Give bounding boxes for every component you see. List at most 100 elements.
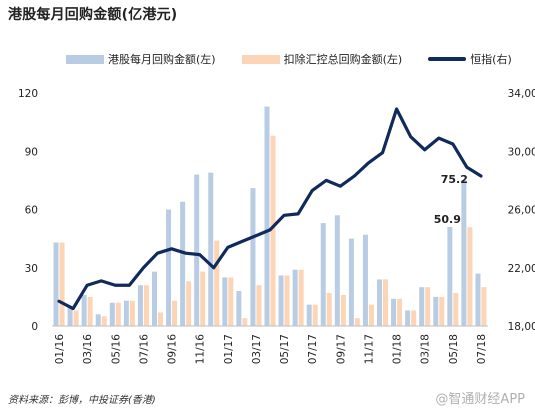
bar-ex-hsbc [59, 242, 65, 326]
chart-title: 港股每月回购金额(亿港元) [8, 7, 178, 23]
bar-ex-hsbc [157, 312, 163, 326]
x-tick-label: 09/17 [335, 334, 347, 364]
bar-ex-hsbc [200, 271, 206, 326]
x-tick-label: 03/16 [82, 334, 94, 365]
legend-label-line: 恒指(右) [470, 53, 512, 66]
x-tick-label: 03/17 [251, 334, 263, 364]
x-tick-label: 07/17 [307, 334, 319, 364]
annotation-layer: 75.2 50.9 [434, 173, 468, 226]
y-left-tick-label: 0 [31, 321, 38, 333]
bar-total [362, 234, 368, 326]
x-tick-label: 01/18 [392, 334, 404, 364]
bar-layer [53, 106, 487, 327]
x-tick-label: 03/18 [420, 334, 432, 364]
bar-total [447, 226, 453, 326]
legend-swatch-total [66, 54, 104, 64]
bar-ex-hsbc [467, 227, 473, 326]
bar-ex-hsbc [129, 300, 135, 326]
bar-ex-hsbc [340, 294, 346, 326]
bar-total [264, 106, 270, 326]
x-tick-label: 11/16 [195, 334, 207, 365]
bar-ex-hsbc [411, 310, 417, 326]
y-left-tick-label: 60 [25, 205, 38, 217]
x-tick-label: 05/17 [279, 334, 291, 364]
bar-ex-hsbc [425, 287, 431, 326]
bar-total [222, 277, 228, 326]
line-hsi [57, 107, 483, 311]
x-tick-label: 05/18 [448, 334, 460, 364]
bar-ex-hsbc [453, 292, 459, 326]
bar-ex-hsbc [481, 287, 487, 326]
bar-ex-hsbc [256, 285, 262, 326]
bar-total [166, 209, 172, 326]
bar-ex-hsbc [172, 300, 178, 326]
axes-layer: 0 30 60 90 120 18,000 22,000 26,000 30,000 34,000… [18, 88, 535, 364]
bar-total [334, 215, 340, 326]
bar-ex-hsbc [284, 275, 290, 326]
bar-ex-hsbc [383, 279, 389, 326]
bar-ex-hsbc [397, 298, 403, 326]
y-right-tick-label: 26,000 [508, 205, 535, 217]
bar-total [348, 238, 354, 327]
x-tick-label: 11/17 [364, 334, 376, 364]
legend-item-ex: 扣除汇控总回购金额(左) [241, 51, 403, 67]
bar-ex-hsbc [270, 135, 276, 326]
bar-total [461, 179, 467, 326]
x-tick-label: 09/16 [167, 334, 179, 365]
bar-ex-hsbc [143, 285, 149, 326]
y-right-tick-label: 18,000 [508, 321, 535, 333]
bar-total [475, 273, 481, 326]
bar-total [278, 275, 284, 326]
legend-label-ex: 扣除汇控总回购金额(左) [283, 53, 403, 66]
bar-ex-hsbc [101, 316, 107, 326]
bar-total [208, 172, 214, 326]
y-left-tick-label: 30 [25, 263, 38, 275]
bar-total [292, 269, 298, 326]
x-tick-label: 01/17 [223, 334, 235, 364]
legend-item-total: 港股每月回购金额(左) [66, 51, 216, 67]
legend-label-total: 港股每月回购金额(左) [108, 53, 216, 66]
y-left-tick-label: 90 [25, 146, 38, 158]
bar-total [180, 201, 186, 326]
bar-total [194, 174, 200, 326]
bar-ex-hsbc [87, 296, 93, 327]
bar-ex-hsbc [354, 318, 360, 326]
source-note: 资料来源：彭博，中投证券(香港) [8, 395, 156, 406]
y-right-tick-label: 22,000 [508, 263, 535, 275]
bar-ex-hsbc [312, 304, 318, 326]
bar-ex-hsbc [242, 318, 248, 326]
line-layer [57, 107, 483, 311]
legend-swatch-line [428, 57, 467, 61]
bar-total [419, 287, 425, 326]
bar-ex-hsbc [228, 277, 234, 326]
bar-total [123, 300, 129, 326]
bar-total [67, 306, 73, 326]
bar-ex-hsbc [186, 281, 192, 326]
x-tick-label: 01/16 [54, 334, 66, 365]
legend: 港股每月回购金额(左) 扣除汇控总回购金额(左) 恒指(右) [66, 51, 535, 67]
bar-total [391, 298, 397, 326]
legend-item-line: 恒指(右) [428, 51, 512, 67]
bar-total [405, 310, 411, 326]
bar-total [137, 285, 143, 326]
y-left-tick-label: 120 [18, 88, 38, 100]
bar-total [320, 223, 326, 326]
data-label: 75.2 [441, 173, 468, 186]
bar-total [236, 291, 242, 326]
bar-ex-hsbc [115, 302, 121, 326]
bar-total [151, 271, 157, 326]
legend-swatch-ex [241, 54, 280, 64]
bar-total [95, 314, 101, 326]
bar-ex-hsbc [368, 304, 374, 326]
watermark: @智通财经APP [435, 392, 525, 407]
bar-total [250, 188, 256, 326]
x-tick-label: 07/16 [138, 334, 150, 365]
bar-ex-hsbc [214, 240, 220, 326]
bar-total [377, 279, 383, 326]
data-label: 50.9 [434, 213, 461, 226]
bar-ex-hsbc [298, 269, 304, 326]
bar-ex-hsbc [326, 292, 332, 326]
bar-total [433, 296, 439, 327]
bar-total [53, 242, 59, 326]
